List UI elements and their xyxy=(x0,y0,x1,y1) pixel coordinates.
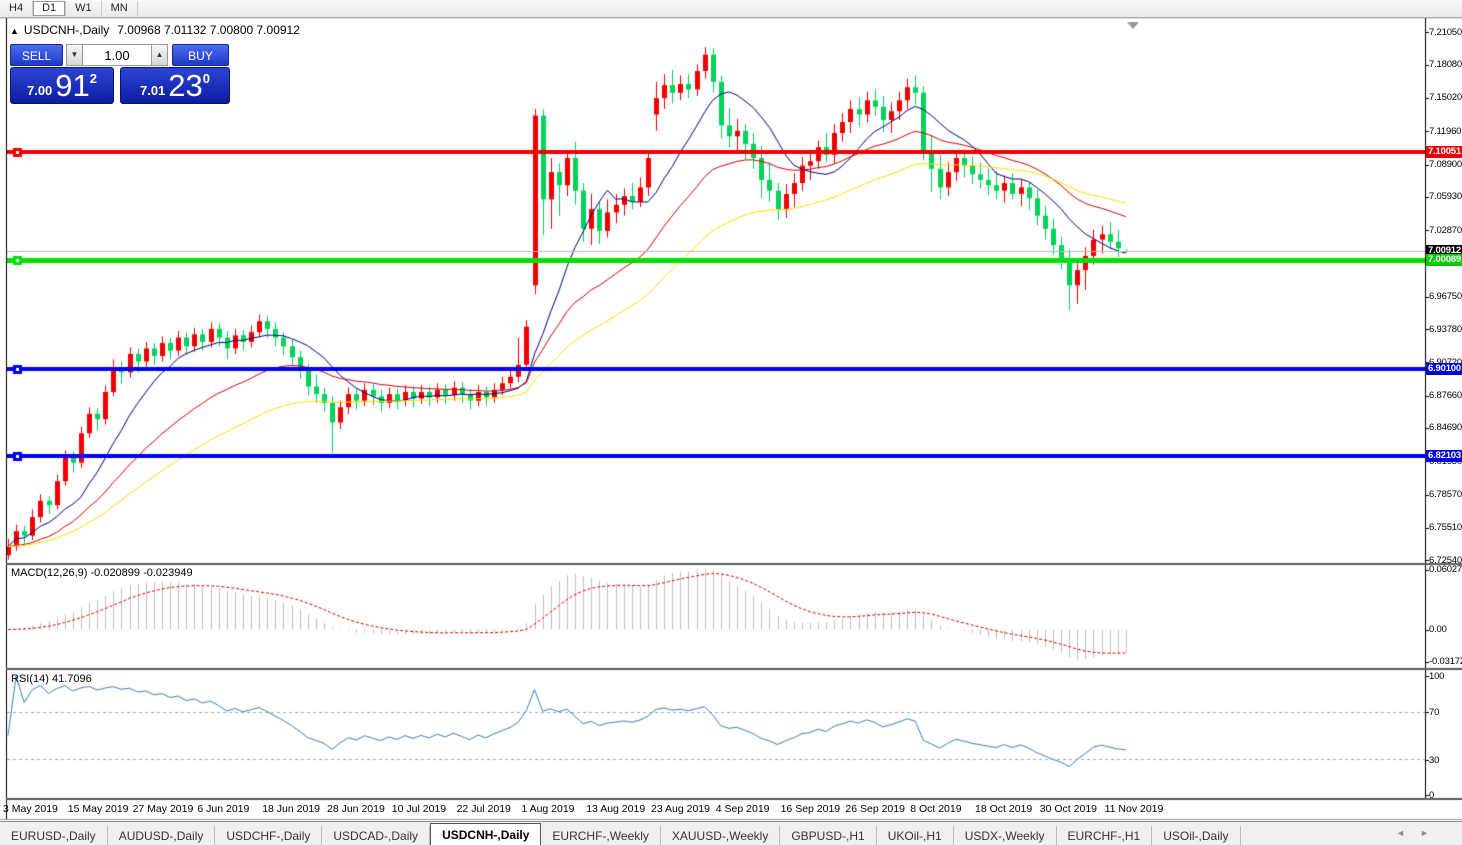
macd-axis-label: 0.00 xyxy=(1429,624,1447,635)
date-axis-label: 6 Jun 2019 xyxy=(197,803,250,815)
date-axis-label: 8 Oct 2019 xyxy=(910,803,962,815)
rsi-axis-label: 30 xyxy=(1429,754,1440,766)
chart-tab-xauusd-weekly[interactable]: XAUUSD-,Weekly xyxy=(661,826,781,845)
date-axis-label: 23 Aug 2019 xyxy=(651,803,710,815)
buy-button[interactable]: BUY xyxy=(172,44,229,66)
chart-tab-usdchf-daily[interactable]: USDCHF-,Daily xyxy=(215,826,323,845)
date-axis-label: 27 May 2019 xyxy=(132,803,194,815)
buy-price-prefix: 7.01 xyxy=(139,83,166,98)
date-axis-label: 18 Oct 2019 xyxy=(975,803,1033,815)
buy-price-panel[interactable]: 7.01 23 0 xyxy=(120,67,230,104)
buy-price-point: 0 xyxy=(202,71,211,86)
timeframe-toolbar: H4 D1 W1 MN xyxy=(0,0,1462,18)
timeframe-button-h4[interactable]: H4 xyxy=(0,1,34,16)
collapse-panel-icon[interactable]: ▲ xyxy=(10,26,19,36)
price-axis-label: 7.02870 xyxy=(1429,224,1462,236)
rsi-value: 41.7096 xyxy=(51,673,92,685)
volume-decrease-button[interactable]: ▼ xyxy=(66,44,83,66)
price-axis-label: 6.72540 xyxy=(1429,554,1462,566)
timeframe-button-d1[interactable]: D1 xyxy=(33,1,67,16)
price-axis-label: 7.05930 xyxy=(1429,191,1462,203)
price-axis-label: 7.18080 xyxy=(1429,59,1462,71)
sell-price-pips: 91 xyxy=(55,68,90,103)
sell-price-point: 2 xyxy=(89,71,98,86)
timeframe-button-mn[interactable]: MN xyxy=(102,1,138,16)
date-axis-label: 18 Jun 2019 xyxy=(262,803,320,815)
date-axis-label: 28 Jun 2019 xyxy=(327,803,385,815)
chart-tab-eurchf-h1[interactable]: EURCHF-,H1 xyxy=(1057,826,1153,845)
date-axis-label: 22 Jul 2019 xyxy=(456,803,511,815)
macd-main-value: -0.020899 xyxy=(90,567,141,579)
macd-axis-label: 0.060273 xyxy=(1429,564,1462,575)
date-axis-label: 4 Sep 2019 xyxy=(715,803,770,815)
rsi-axis-label: 0 xyxy=(1429,789,1435,801)
volume-increase-button[interactable]: ▲ xyxy=(151,44,168,66)
price-axis-label: 6.75510 xyxy=(1429,522,1462,534)
date-axis-label: 13 Aug 2019 xyxy=(586,803,646,815)
volume-input[interactable] xyxy=(83,44,151,66)
price-axis-label: 7.11960 xyxy=(1429,125,1462,137)
price-axis-label: 7.21050 xyxy=(1429,26,1462,38)
price-badge-6.82103: 6.82103 xyxy=(1426,450,1462,463)
ohlc-values: 7.00968 7.01132 7.00800 7.00912 xyxy=(117,23,300,37)
date-axis-label: 15 May 2019 xyxy=(67,803,129,815)
date-axis-label: 30 Oct 2019 xyxy=(1039,803,1098,815)
one-click-trading-panel: SELL ▼ ▲ BUY 7.00 91 2 7.01 23 0 xyxy=(10,44,230,104)
price-axis-label: 6.96750 xyxy=(1429,291,1462,303)
macd-indicator-label: MACD(12,26,9) -0.020899 -0.023949 xyxy=(11,567,193,579)
sell-price-panel[interactable]: 7.00 91 2 xyxy=(10,67,114,104)
buy-price-pips: 23 xyxy=(168,68,203,103)
rsi-indicator-label: RSI(14) 41.7096 xyxy=(11,673,92,685)
tabs-scroll-left-arrow[interactable]: ◄ xyxy=(1396,828,1405,838)
price-axis-label: 6.84690 xyxy=(1429,422,1462,434)
rsi-axis-label: 70 xyxy=(1429,706,1440,718)
price-axis-label: 6.90720 xyxy=(1429,357,1462,368)
price-badge-7.00089: 7.00089 xyxy=(1426,254,1462,267)
date-axis-label: 16 Sep 2019 xyxy=(780,803,841,815)
date-axis-label: 10 Jul 2019 xyxy=(391,803,447,815)
chart-tab-usdcad-daily[interactable]: USDCAD-,Daily xyxy=(322,826,431,845)
date-axis-label: 3 May 2019 xyxy=(3,803,58,815)
tabs-scroll-right-arrow[interactable]: ► xyxy=(1420,828,1429,838)
timeframe-button-w1[interactable]: W1 xyxy=(66,1,102,16)
chart-tab-eurusd-daily[interactable]: EURUSD-,Daily xyxy=(0,826,108,845)
price-axis-label: 6.93780 xyxy=(1429,323,1462,335)
date-axis-label: 1 Aug 2019 xyxy=(521,803,575,815)
chart-tab-audusd-daily[interactable]: AUDUSD-,Daily xyxy=(108,826,216,845)
price-axis-label: 7.15020 xyxy=(1429,92,1462,104)
price-axis-label: 6.78570 xyxy=(1429,489,1462,501)
chart-tab-ukoil-h1[interactable]: UKOil-,H1 xyxy=(877,826,954,845)
chart-tab-eurchf-weekly[interactable]: EURCHF-,Weekly xyxy=(541,826,661,845)
price-axis-label: 6.87660 xyxy=(1429,390,1462,402)
chart-tab-bar: EURUSD-,Daily AUDUSD-,Daily USDCHF-,Daily U… xyxy=(0,821,1462,845)
macd-signal-value: -0.023949 xyxy=(143,567,193,579)
chart-title: ▲ USDCNH-,Daily 7.00968 7.01132 7.00800 7.… xyxy=(10,23,300,37)
price-axis-label: 7.08900 xyxy=(1429,159,1462,171)
chart-tab-usdcnh-daily[interactable]: USDCNH-,Daily xyxy=(430,823,542,845)
date-axis-label: 26 Sep 2019 xyxy=(845,803,905,815)
price-badge-6.90100: 6.90100 xyxy=(1426,363,1462,376)
chart-tab-gbpusd-h1[interactable]: GBPUSD-,H1 xyxy=(780,826,877,845)
sell-price-prefix: 7.00 xyxy=(26,83,53,98)
chart-tab-usdx-weekly[interactable]: USDX-,Weekly xyxy=(954,826,1057,845)
symbol-period-label: USDCNH-,Daily xyxy=(23,23,110,37)
price-badge-7.10051: 7.10051 xyxy=(1426,146,1462,159)
chart-tab-usoil-daily[interactable]: USOil-,Daily xyxy=(1152,826,1241,845)
rsi-axis-label: 100 xyxy=(1429,670,1445,682)
date-axis-label: 11 Nov 2019 xyxy=(1104,803,1164,815)
macd-axis-label: -0.031725 xyxy=(1429,656,1462,667)
sell-button[interactable]: SELL xyxy=(10,44,63,66)
